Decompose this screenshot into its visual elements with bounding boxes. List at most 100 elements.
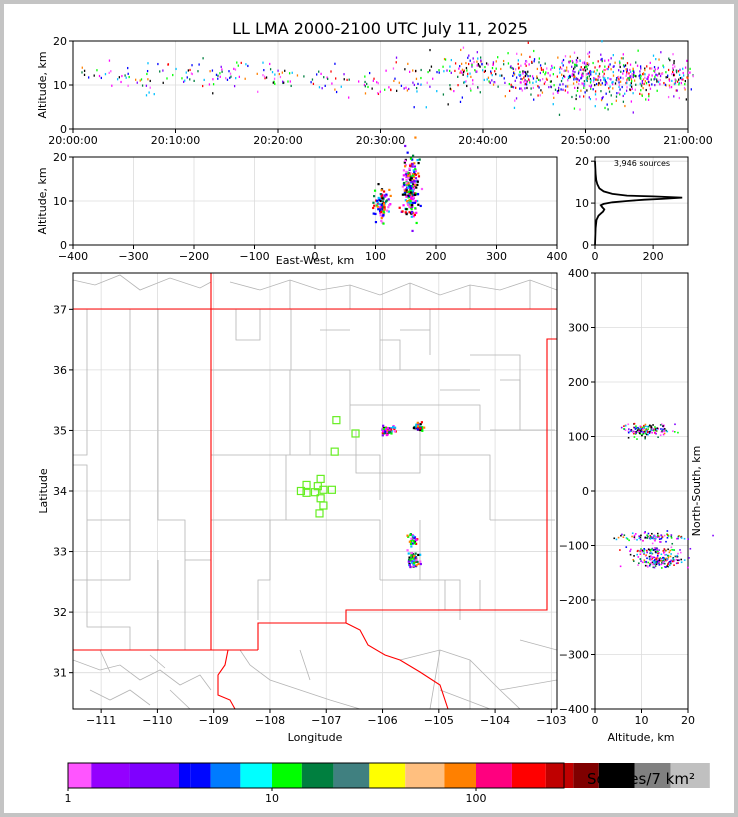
time-height-source-point	[514, 68, 517, 71]
time-height-source-point	[234, 68, 237, 71]
ns-altitude-source-point	[659, 424, 662, 426]
ns-altitude-source-point	[652, 566, 655, 569]
time-height-source-point	[531, 60, 533, 63]
ns-altitude-source-point	[667, 535, 670, 537]
time-height-source-point	[557, 91, 559, 94]
time-height-source-point	[607, 59, 610, 62]
time-height-source-point	[577, 78, 580, 81]
ew-altitude-source-point	[388, 203, 391, 207]
time-height-source-point	[118, 76, 121, 79]
time-height-source-point	[511, 85, 513, 88]
colorbar-tick-label: 100	[466, 792, 487, 805]
time-height-source-point	[594, 93, 597, 96]
time-height-source-point	[619, 88, 621, 91]
time-height-source-point	[408, 87, 410, 91]
time-height-source-point	[601, 82, 603, 85]
plan-view-ytick-label: 32	[53, 606, 67, 619]
ns-altitude-source-point	[667, 563, 670, 565]
colorbar-swatch	[444, 763, 476, 788]
plan-view-source-point	[385, 433, 388, 437]
time-height-source-point	[626, 81, 628, 85]
ns-altitude-source-point	[634, 428, 637, 430]
ew-altitude-source-point	[374, 220, 378, 224]
time-height-source-point	[680, 81, 683, 85]
ns-altitude-source-point	[668, 561, 671, 563]
time-height-source-point	[491, 74, 493, 77]
ns-altitude-source-point	[656, 547, 659, 550]
ew-altitude-source-point	[381, 206, 384, 209]
station-marker	[302, 480, 311, 490]
time-height-source-point	[636, 64, 639, 67]
time-height-source-point	[229, 72, 232, 75]
time-height-source-point	[404, 68, 406, 71]
ns-altitude-source-point	[662, 561, 664, 564]
colorbar-swatch	[598, 763, 635, 788]
time-height-source-point	[595, 82, 598, 86]
ew-altitude-source-point	[406, 202, 409, 205]
ew-altitude-source-point	[414, 136, 417, 139]
time-height-source-point	[519, 74, 521, 77]
time-height-source-point	[487, 76, 490, 79]
ns-altitude-source-point	[643, 532, 646, 534]
time-height-source-point	[226, 78, 229, 81]
ns-altitude-source-point	[656, 557, 659, 560]
time-height-source-point	[595, 78, 597, 81]
time-height-source-point	[466, 84, 468, 88]
time-height-ytick-label: 0	[60, 123, 67, 136]
time-height-source-point	[673, 62, 675, 65]
ns-altitude-source-point	[661, 560, 663, 562]
ew-altitude-source-point	[372, 201, 375, 204]
time-height-source-point	[628, 72, 630, 75]
ns-altitude-source-point	[639, 558, 642, 560]
ns-altitude-source-point	[622, 536, 625, 538]
time-height-source-point	[589, 69, 592, 73]
time-height-source-point	[500, 67, 502, 71]
time-height-source-point	[626, 86, 628, 89]
ns-altitude-source-point	[654, 429, 657, 431]
ew-altitude-source-point	[381, 197, 384, 200]
ns-altitude-source-point	[643, 552, 646, 554]
ns-altitude-source-point	[680, 558, 683, 561]
ns-altitude-source-point	[644, 429, 646, 432]
ew-altitude-source-point	[380, 210, 383, 214]
time-height-source-point	[617, 75, 620, 79]
time-height-source-point	[121, 74, 123, 78]
time-height-source-point	[111, 84, 113, 87]
time-height-source-point	[590, 79, 592, 82]
ns-altitude-source-point	[619, 565, 622, 568]
time-height-source-point	[582, 82, 584, 85]
time-height-source-point	[640, 84, 643, 87]
ew-altitude-source-point	[387, 198, 390, 201]
time-height-source-point	[618, 91, 620, 95]
ns-altitude-source-point	[651, 532, 653, 535]
ns-altitude-source-point	[637, 427, 640, 430]
time-height-source-point	[467, 56, 469, 59]
time-height-source-point	[269, 62, 271, 66]
ns-altitude-source-point	[670, 553, 672, 555]
time-height-source-point	[385, 69, 387, 72]
time-height-source-point	[379, 90, 382, 93]
time-height-source-point	[654, 75, 656, 78]
time-height-source-point	[221, 68, 223, 71]
colorbar-swatch	[369, 763, 406, 788]
ew-altitude-source-point	[414, 193, 417, 196]
time-height-source-point	[609, 85, 611, 88]
ns-altitude-source-point	[653, 429, 655, 432]
time-height-source-point	[238, 75, 241, 78]
time-height-source-point	[677, 70, 680, 73]
time-height-source-point	[654, 70, 656, 74]
time-height-source-point	[376, 81, 378, 84]
time-height-source-point	[235, 77, 237, 80]
plan-view-source-point	[410, 551, 413, 555]
ns-altitude-source-point	[680, 561, 683, 564]
time-height-source-point	[499, 74, 501, 77]
ns-altitude-source-point	[639, 550, 642, 553]
ew-altitude-source-point	[375, 199, 379, 202]
ew-altitude-source-point	[380, 203, 383, 206]
ew-altitude-source-point	[408, 167, 411, 170]
time-height-source-point	[521, 78, 524, 81]
ns-altitude-source-point	[642, 561, 644, 564]
ew-altitude-source-point	[411, 165, 414, 168]
time-height-xtick-label: 20:30:00	[356, 134, 405, 147]
time-height-source-point	[552, 103, 554, 106]
